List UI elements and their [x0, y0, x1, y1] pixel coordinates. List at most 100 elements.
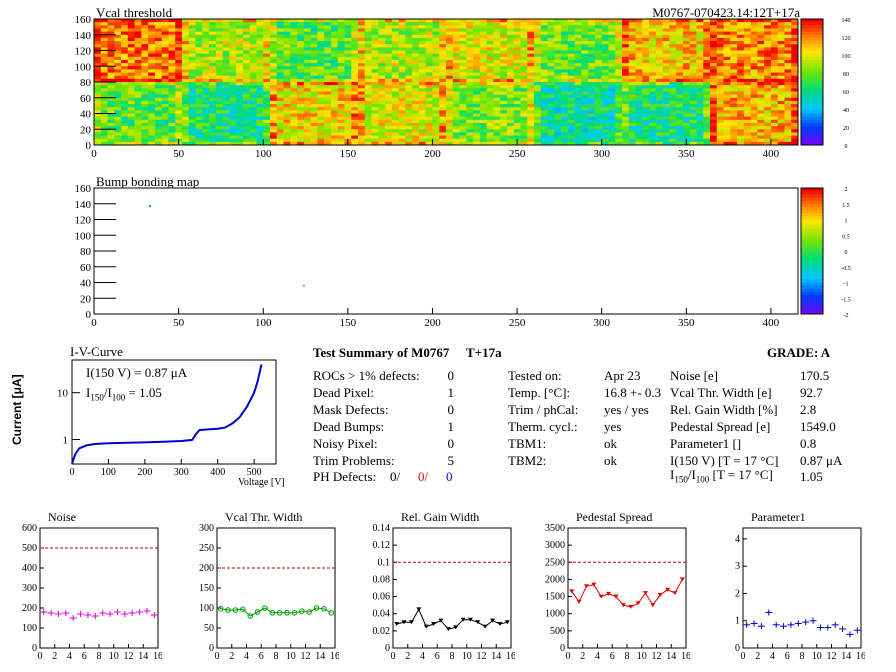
heatmap-cell: [682, 31, 691, 36]
heatmap-cell: [425, 107, 433, 111]
heatmap-cell: [743, 135, 752, 140]
heatmap-cell: [100, 138, 108, 143]
heatmap-cell: [730, 107, 738, 111]
heatmap-cell: [121, 25, 129, 29]
heatmap-cell: [324, 126, 332, 130]
heatmap-cell: [649, 47, 657, 51]
heatmap-cell: [655, 104, 664, 108]
heatmap-cell: [750, 63, 758, 67]
heatmap-cell: [229, 132, 237, 136]
heatmap-cell: [229, 104, 237, 108]
heatmap-cell: [716, 122, 724, 127]
heatmap-cell: [209, 129, 217, 133]
x-tick-label: 10: [637, 651, 647, 662]
heatmap-cell: [141, 91, 149, 95]
heatmap-cell: [330, 31, 339, 36]
heatmap-cell: [242, 75, 251, 80]
heatmap-cell: [263, 85, 271, 89]
x-tick-label: 300: [593, 317, 610, 329]
heatmap-cell: [175, 110, 183, 114]
heatmap-cell: [473, 104, 481, 108]
heatmap-cell: [391, 66, 400, 70]
heatmap-cell: [473, 59, 481, 64]
heatmap-cell: [737, 41, 745, 45]
heatmap-cell: [784, 97, 792, 102]
heatmap-cell: [574, 138, 582, 143]
palette-band: [801, 301, 823, 306]
heatmap-cell: [385, 37, 393, 42]
heatmap-cell: [662, 91, 670, 95]
heatmap-cell: [195, 19, 203, 23]
heatmap-cell: [188, 126, 196, 130]
heatmap-cell: [168, 56, 176, 61]
heatmap-cell: [554, 25, 562, 29]
heatmap-cell: [398, 119, 406, 124]
heatmap-cell: [175, 91, 183, 95]
summary-row-value: yes / yes: [604, 402, 649, 417]
heatmap-cell: [425, 56, 433, 61]
heatmap-cell: [127, 129, 136, 133]
heatmap-cell: [534, 100, 542, 105]
heatmap-cell: [188, 75, 196, 80]
heatmap-cell: [594, 41, 603, 45]
heatmap-cell: [222, 41, 230, 45]
heatmap-cell: [195, 56, 203, 61]
heatmap-cell: [134, 59, 142, 64]
heatmap-cell: [500, 88, 508, 92]
series-line: [220, 607, 332, 617]
heatmap-cell: [554, 82, 562, 86]
heatmap-cell: [398, 53, 406, 58]
heatmap-cell: [750, 119, 758, 124]
heatmap-cell: [270, 47, 278, 51]
heatmap-cell: [358, 63, 366, 67]
heatmap-cell: [324, 122, 332, 127]
heatmap-cell: [371, 56, 379, 61]
heatmap-cell: [730, 69, 738, 73]
heatmap-cell: [195, 22, 203, 26]
heatmap-cell: [676, 25, 684, 29]
heatmap-cell: [649, 41, 657, 45]
heatmap-cell: [134, 107, 142, 111]
heatmap-cell: [459, 22, 467, 26]
heatmap-cell: [682, 97, 691, 102]
heatmap-cell: [236, 88, 244, 92]
heatmap-cell: [134, 25, 142, 29]
palette-band: [801, 59, 823, 64]
heatmap-cell: [777, 110, 785, 114]
heatmap-cell: [127, 135, 136, 140]
y-tick-label: 160: [75, 14, 92, 26]
heatmap-cell: [723, 28, 731, 32]
heatmap-cell: [574, 50, 582, 55]
heatmap-cell: [222, 141, 230, 146]
heatmap-cell: [479, 119, 488, 124]
heatmap-cell: [608, 63, 616, 67]
heatmap-cell: [757, 59, 765, 64]
heatmap-cell: [317, 72, 325, 77]
heatmap-cell: [330, 53, 339, 58]
data-point: [423, 624, 429, 629]
heatmap-cell: [168, 110, 176, 114]
heatmap-cell: [757, 94, 765, 99]
x-tick-label: 8: [274, 651, 279, 662]
heatmap-cell: [209, 59, 217, 64]
x-tick-label: 0: [215, 651, 220, 662]
heatmap-cell: [324, 107, 332, 111]
heatmap-cell: [297, 88, 305, 92]
heatmap-cell: [242, 138, 251, 143]
heatmap-cell: [425, 53, 433, 58]
heatmap-cell: [669, 110, 677, 114]
heatmap-cell: [182, 56, 190, 61]
heatmap-cell: [581, 94, 589, 99]
heatmap-cell: [452, 66, 460, 70]
heatmap-cell: [270, 85, 278, 89]
heatmap-cell: [121, 91, 129, 95]
data-point: [150, 612, 158, 618]
heatmap-cell: [730, 63, 738, 67]
palette-band: [801, 191, 823, 195]
heatmap-cell: [520, 75, 528, 80]
heatmap-cell: [710, 138, 718, 143]
heatmap-cell: [649, 22, 657, 26]
heatmap-cell: [649, 97, 657, 102]
y-tick-label: 1: [735, 616, 740, 627]
heatmap-cell: [757, 97, 765, 102]
